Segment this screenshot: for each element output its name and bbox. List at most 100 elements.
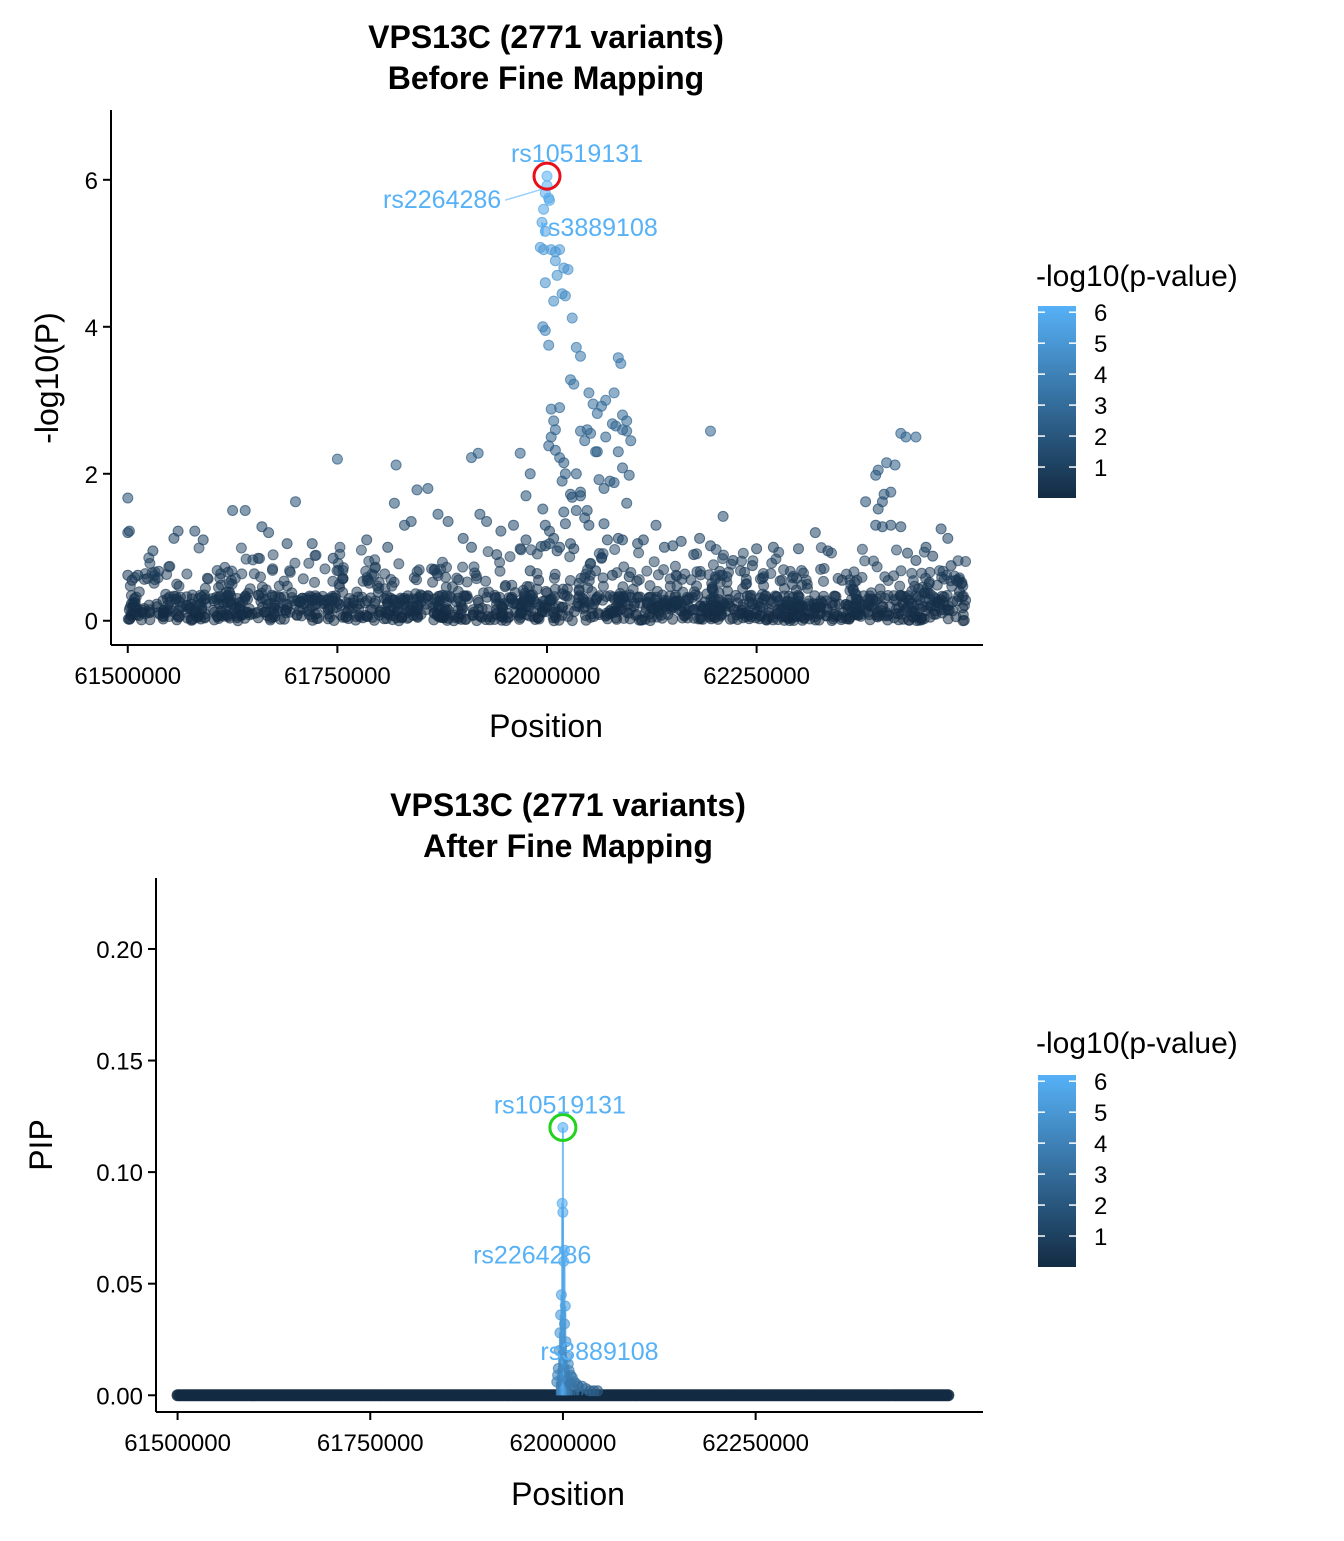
variant-point — [641, 565, 653, 577]
color-legend: -log10(p-value) 1 2 3 4 5 6 — [1036, 260, 1238, 498]
variant-point — [441, 561, 452, 573]
variant-point — [499, 581, 511, 593]
variant-point — [263, 527, 275, 539]
x-tick-label: 61500000 — [74, 663, 181, 690]
variant-point — [889, 459, 901, 471]
variant-point — [442, 516, 454, 527]
variant-point — [836, 574, 848, 586]
variant-point — [895, 521, 907, 533]
variant-point — [554, 402, 566, 414]
variant-point — [466, 541, 477, 553]
y-axis-ticks: 0 2 4 6 — [85, 168, 111, 636]
variant-point — [575, 350, 586, 362]
variant-point — [942, 532, 954, 544]
variant-point — [860, 496, 872, 508]
variant-point — [615, 358, 627, 369]
variant-point — [598, 483, 610, 494]
snp-label: rs2264286 — [473, 1241, 591, 1269]
variant-point — [721, 594, 733, 606]
variant-point — [557, 1206, 569, 1218]
variant-point — [688, 549, 700, 561]
legend-colorbar — [1038, 1075, 1076, 1267]
variant-point — [568, 543, 580, 555]
variant-point — [751, 543, 763, 555]
variant-point — [558, 506, 570, 518]
variant-point — [575, 425, 586, 437]
variant-point — [268, 608, 280, 620]
variant-point — [874, 583, 886, 595]
label-leader — [504, 188, 543, 201]
variant-point — [549, 583, 561, 595]
variant-point — [514, 607, 526, 619]
variant-point — [541, 170, 553, 182]
variant-point — [667, 540, 679, 552]
variant-point — [608, 387, 620, 399]
chart-title: VPS13C (2771 variants) — [390, 787, 746, 823]
variant-point — [590, 565, 602, 577]
variant-point — [337, 572, 349, 584]
snp-annotations: rs10519131 rs2264286 rs3889108 — [383, 140, 658, 242]
variant-point — [341, 597, 352, 608]
variant-point — [920, 541, 932, 553]
variant-point — [197, 534, 209, 546]
variant-point — [950, 574, 962, 586]
variant-point — [759, 590, 771, 602]
variant-point — [329, 592, 341, 604]
variant-point — [601, 534, 613, 546]
legend-title: -log10(p-value) — [1036, 1027, 1238, 1060]
variant-point — [301, 605, 313, 617]
variant-point — [227, 505, 239, 516]
variant-point — [199, 582, 211, 594]
variant-point — [743, 610, 755, 621]
legend-tick-label: 6 — [1094, 300, 1107, 327]
variant-point — [555, 1309, 567, 1321]
variant-point — [173, 596, 185, 607]
variant-point — [906, 567, 918, 579]
variant-point — [730, 589, 742, 601]
legend-tick-label: 4 — [1094, 362, 1107, 389]
variant-point — [524, 565, 536, 577]
variant-point — [129, 593, 140, 605]
variant-point — [229, 572, 241, 584]
lead-variant-ring — [532, 161, 562, 191]
variant-point — [709, 612, 721, 624]
x-tick-label: 62250000 — [702, 1430, 809, 1457]
variant-point — [670, 596, 682, 608]
variant-point — [927, 550, 939, 562]
variant-point — [778, 564, 790, 576]
variant-point — [818, 575, 829, 587]
variant-point — [480, 575, 492, 587]
variant-point — [600, 431, 612, 443]
variant-point — [593, 474, 605, 486]
variant-point — [579, 610, 591, 621]
variant-point — [504, 551, 516, 563]
variant-point — [743, 596, 755, 608]
variant-point — [617, 534, 628, 546]
variant-point — [679, 568, 691, 580]
variant-point — [705, 540, 716, 552]
variant-point — [284, 565, 296, 577]
variant-point — [420, 592, 432, 604]
variant-point — [735, 565, 746, 577]
variant-point — [870, 469, 882, 481]
variant-point — [630, 609, 642, 621]
variant-point — [570, 505, 582, 516]
variant-point — [514, 543, 526, 555]
variant-point — [213, 582, 224, 593]
variant-point — [847, 584, 859, 596]
variant-point — [382, 541, 394, 553]
variant-point — [591, 446, 603, 458]
x-axis-title: Position — [489, 708, 603, 744]
variant-point — [405, 516, 417, 527]
panel-after-fine-mapping: VPS13C (2771 variants) After Fine Mappin… — [23, 787, 1238, 1512]
variant-point — [822, 545, 834, 557]
variant-point — [694, 565, 706, 577]
variant-point — [365, 604, 377, 616]
variant-point — [564, 1378, 576, 1390]
variant-point — [267, 549, 279, 561]
variant-point — [557, 1122, 569, 1133]
variant-point — [623, 469, 635, 481]
variant-point — [717, 553, 729, 565]
variant-point — [481, 516, 493, 527]
variant-point — [257, 601, 269, 613]
